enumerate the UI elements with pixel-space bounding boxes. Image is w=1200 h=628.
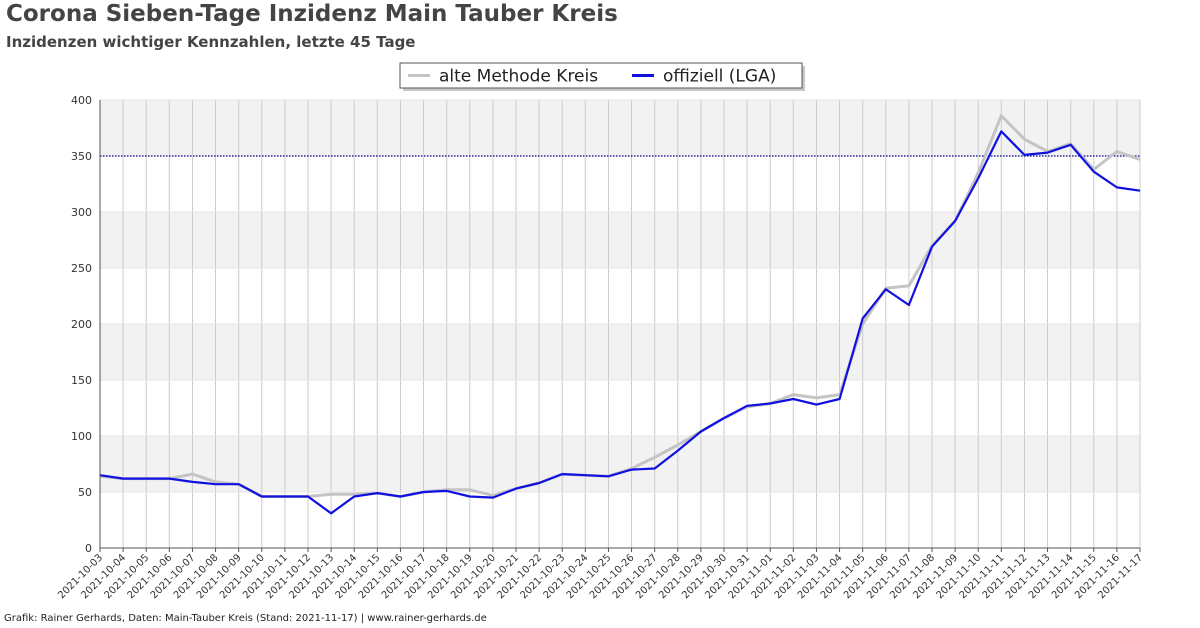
background-band <box>100 268 1140 324</box>
horizontal-gridlines <box>100 99 1140 549</box>
legend-box <box>399 62 803 89</box>
background-band <box>100 212 1140 268</box>
chart-title: Corona Sieben-Tage Inzidenz Main Tauber … <box>6 1 618 27</box>
legend: alte Methode Kreis offiziell (LGA) <box>399 62 805 91</box>
series-line-official <box>99 130 1141 515</box>
y-tick-label: 350 <box>71 150 92 163</box>
legend-label: offiziell (LGA) <box>663 67 776 87</box>
footer-credit: Grafik: Rainer Gerhards, Daten: Main-Tau… <box>4 613 487 624</box>
background-band <box>100 100 1140 156</box>
y-tick-label: 250 <box>71 262 92 275</box>
y-tick-label: 100 <box>71 430 92 443</box>
background-bands <box>100 100 1140 548</box>
y-tick-labels: 0 50 100 150 200 250 300 350 400 <box>71 94 92 555</box>
series-lines <box>99 114 1141 515</box>
y-tick-label: 150 <box>71 374 92 387</box>
y-tick-label: 400 <box>71 94 92 107</box>
y-tick-label: 0 <box>85 542 92 555</box>
chart-subtitle: Inzidenzen wichtiger Kennzahlen, letzte … <box>6 33 416 51</box>
x-tick-labels: 2021-10-032021-10-042021-10-052021-10-06… <box>56 552 1145 601</box>
y-tick-label: 300 <box>71 206 92 219</box>
background-band <box>100 156 1140 212</box>
background-band <box>100 324 1140 380</box>
y-tick-label: 200 <box>71 318 92 331</box>
background-band <box>100 380 1140 436</box>
background-band <box>100 492 1140 548</box>
legend-label: alte Methode Kreis <box>439 67 598 87</box>
y-tick-label: 50 <box>78 486 92 499</box>
background-band <box>100 436 1140 492</box>
axes <box>99 100 1141 552</box>
